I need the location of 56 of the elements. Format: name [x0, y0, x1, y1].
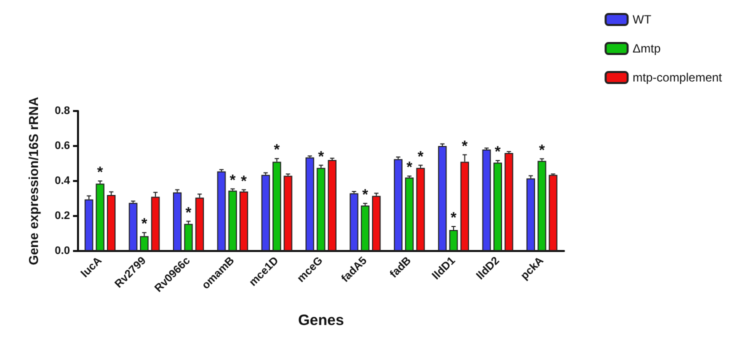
y-tick-label: 0.8 [54, 105, 70, 117]
data-label: * [538, 142, 545, 159]
y-tick-label: 0.0 [54, 245, 70, 257]
bar [372, 196, 381, 251]
bar [84, 199, 94, 251]
bar [217, 171, 226, 251]
y-axis-title: Gene expression/16S rRNA [26, 96, 41, 266]
data-label: * [418, 148, 424, 166]
bar [195, 198, 204, 251]
bar [184, 224, 193, 251]
bar [504, 153, 514, 251]
data-label: * [240, 172, 247, 190]
bar [328, 160, 336, 251]
bar [350, 193, 358, 251]
data-label: * [230, 172, 236, 189]
bar [449, 230, 458, 251]
bar [284, 176, 292, 251]
y-tick-label: 0.2 [54, 210, 70, 222]
data-label: * [141, 216, 148, 233]
data-label: * [450, 210, 457, 226]
bar [261, 174, 270, 251]
data-label: * [97, 164, 104, 181]
bar [96, 184, 104, 251]
bar [482, 150, 491, 251]
bar [151, 196, 160, 251]
bar [128, 202, 138, 251]
bar [240, 192, 248, 251]
bar [405, 178, 414, 251]
bar [360, 206, 370, 251]
legend-label: WT [632, 12, 652, 26]
bar [438, 146, 447, 251]
bar [306, 157, 314, 251]
bar [526, 178, 536, 251]
data-label: * [406, 159, 412, 176]
data-label: * [186, 204, 192, 222]
bar [272, 162, 282, 251]
bar [416, 168, 425, 251]
data-label: * [494, 144, 501, 161]
data-label: * [274, 142, 280, 159]
bar [548, 174, 558, 251]
y-tick-label: 0.4 [54, 175, 71, 187]
bar [172, 192, 182, 251]
bar [140, 236, 149, 251]
bar [538, 160, 546, 251]
y-tick-label: 0.6 [54, 140, 70, 152]
legend-label: mtp-complement [632, 70, 723, 84]
bar [106, 195, 116, 251]
data-label: * [462, 138, 468, 155]
bar [394, 159, 402, 251]
bar [493, 162, 502, 251]
data-label: * [362, 186, 368, 204]
x-axis-title: Genes [298, 312, 344, 329]
legend-label: Δmtp [632, 42, 661, 56]
data-label: * [318, 148, 324, 166]
bar [316, 168, 326, 251]
bar [228, 190, 237, 251]
